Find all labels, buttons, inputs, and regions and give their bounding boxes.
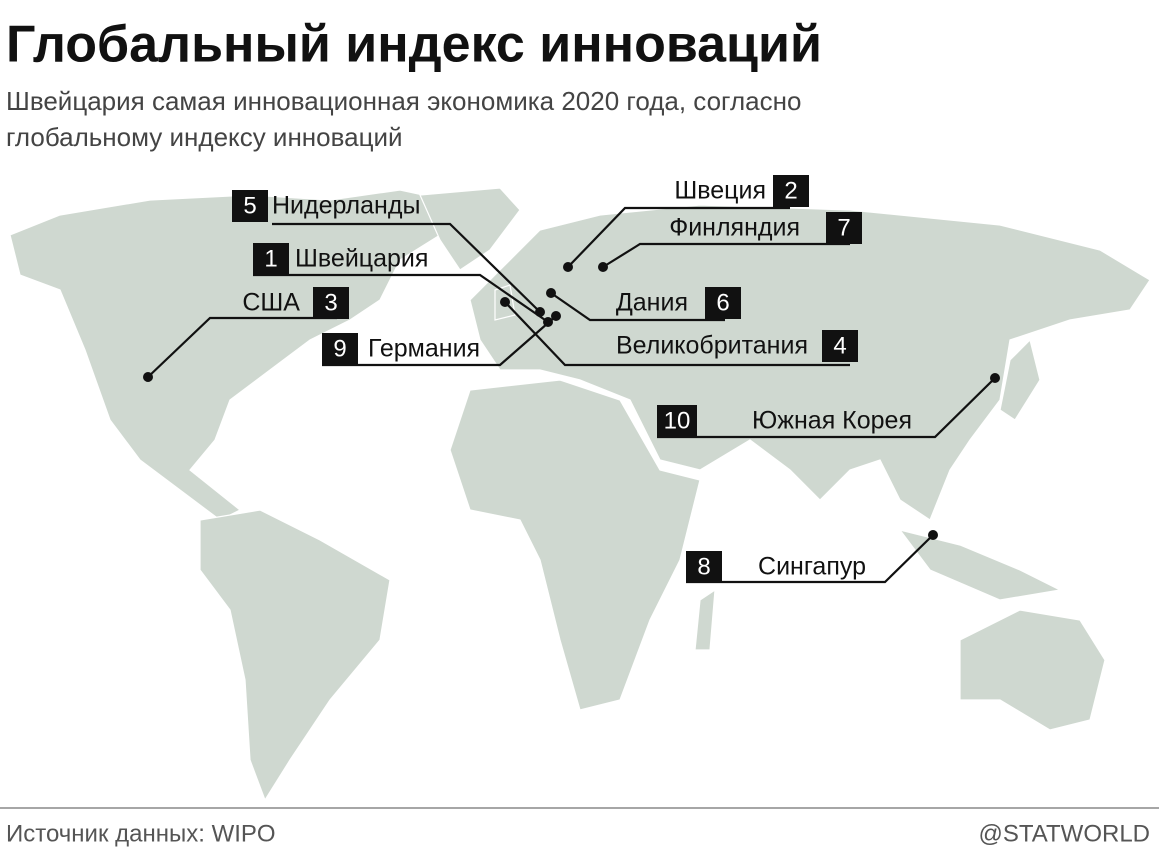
rank: 5	[243, 192, 256, 219]
rank-box	[705, 287, 741, 319]
greenland	[419, 187, 521, 271]
eurasia	[469, 204, 1151, 521]
country-name: США	[242, 289, 300, 317]
location-dot	[563, 262, 573, 272]
rank: 1	[264, 245, 277, 272]
leader-line	[322, 315, 557, 367]
country-name: Финляндия	[669, 214, 800, 242]
rank-box	[826, 212, 862, 244]
location-dot	[928, 530, 938, 540]
country-name: Нидерланды	[272, 192, 420, 220]
africa	[449, 379, 701, 711]
madagascar	[694, 588, 716, 651]
leader-line	[686, 534, 934, 584]
world-map	[9, 187, 1151, 802]
subtitle: глобальному индексу инноваций	[6, 122, 403, 152]
location-dot	[990, 373, 1000, 383]
rank: 6	[716, 289, 729, 316]
leader-line	[253, 273, 549, 323]
location-dot	[143, 372, 153, 382]
leader-line	[550, 292, 725, 322]
rank: 4	[833, 332, 846, 359]
location-dot	[551, 311, 561, 321]
country-name: Южная Корея	[752, 407, 912, 435]
location-dot	[500, 297, 510, 307]
japan	[999, 338, 1041, 421]
country-name: Дания	[616, 289, 688, 317]
brand: @STATWORLD	[979, 820, 1150, 847]
leader-line	[504, 301, 850, 367]
leader-line	[567, 206, 790, 268]
leader-line	[657, 377, 996, 439]
source: Источник данных: WIPO	[6, 820, 276, 847]
title: Глобальный индекс инноваций	[6, 16, 822, 74]
rank-box	[822, 330, 858, 362]
australia	[959, 609, 1106, 731]
rank: 8	[697, 553, 710, 580]
rank-box	[657, 405, 697, 437]
leader-line	[147, 316, 337, 378]
rank-box	[313, 287, 349, 319]
rank: 3	[324, 289, 337, 316]
north-america	[9, 189, 472, 521]
indonesia	[898, 529, 1062, 601]
country-name: Германия	[368, 335, 480, 363]
rank: 10	[664, 407, 691, 434]
leader-line	[272, 222, 541, 313]
subtitle: Швейцария самая инновационная экономика …	[6, 86, 801, 116]
rank-box	[686, 551, 722, 583]
leader-line	[602, 242, 850, 268]
rank-box	[773, 175, 809, 207]
country-name: Швеция	[674, 177, 766, 205]
rank-box	[253, 243, 289, 275]
rank-box	[322, 333, 358, 365]
rank: 7	[837, 214, 850, 241]
location-dot	[546, 288, 556, 298]
location-dot	[598, 262, 608, 272]
country-name: Швейцария	[295, 245, 428, 273]
country-name: Великобритания	[616, 332, 808, 360]
rank: 2	[784, 177, 797, 204]
south-america	[199, 509, 391, 802]
country-name: Сингапур	[758, 553, 866, 581]
rank: 9	[333, 335, 346, 362]
rank-box	[232, 190, 268, 222]
